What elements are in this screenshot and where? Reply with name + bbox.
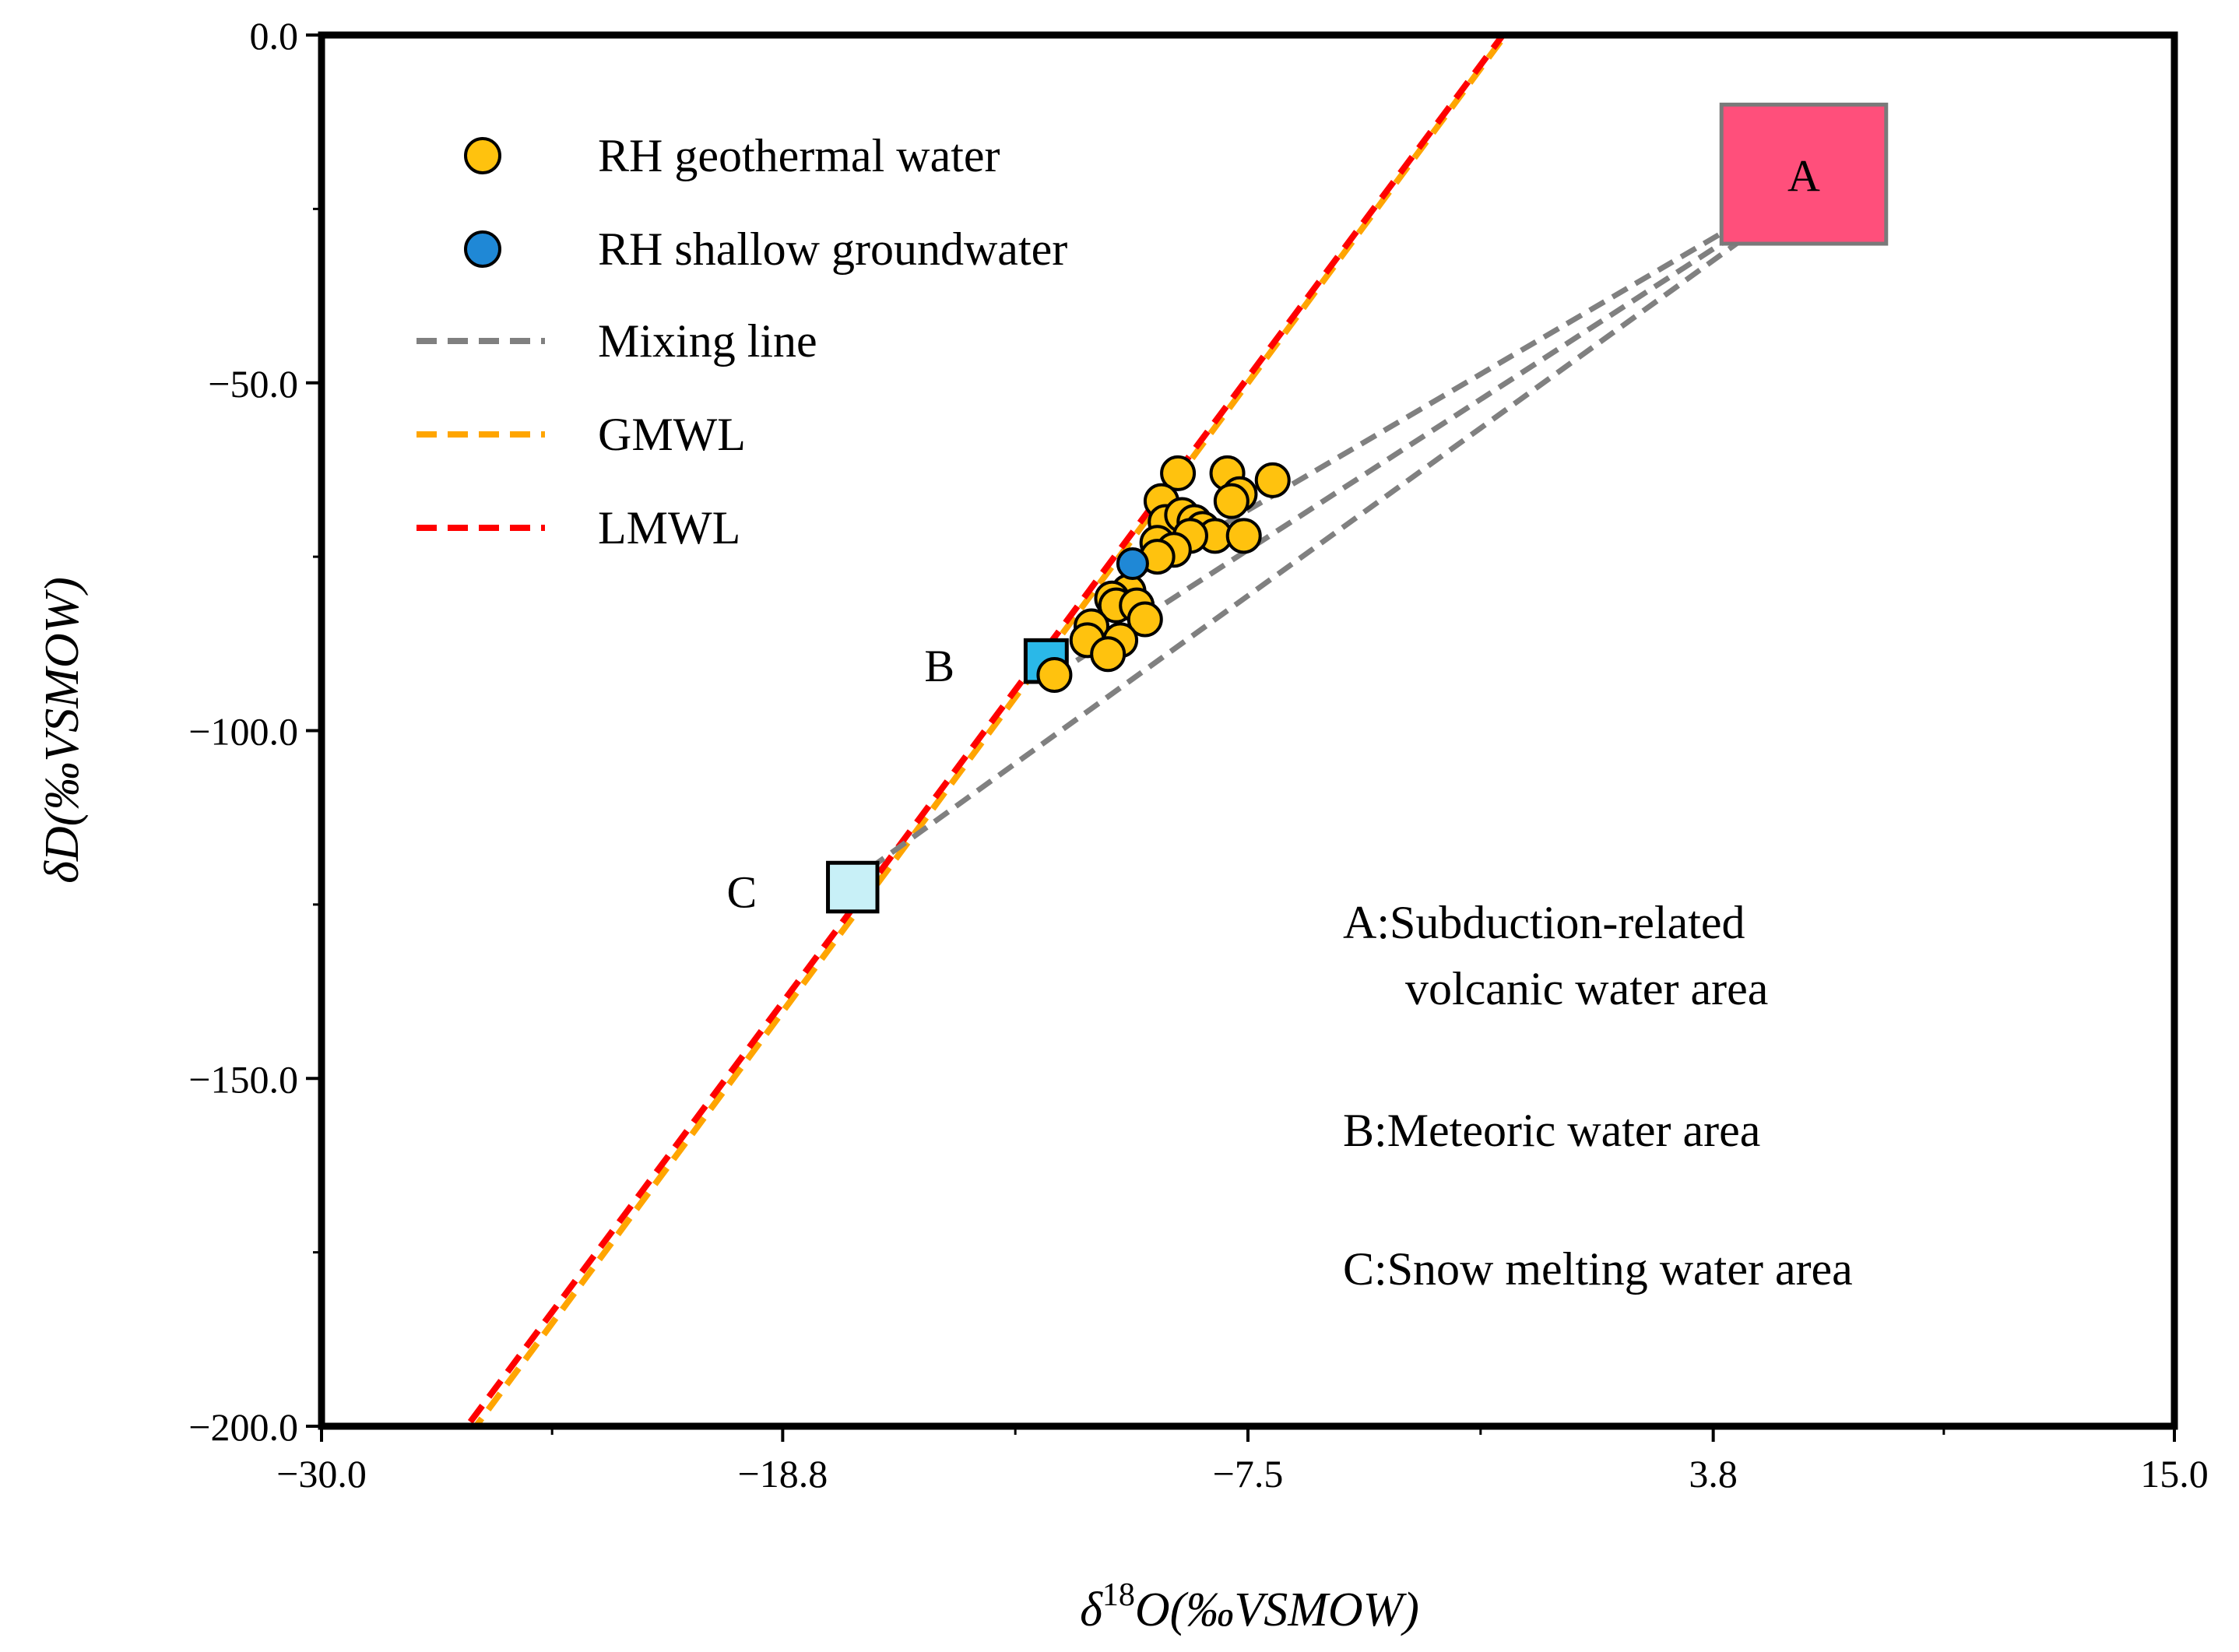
reference-lines [462,35,1510,1426]
region-annotations: A:Subduction-related volcanic water area… [1343,897,1853,1295]
data-points [1036,455,1291,694]
mixing-lines [846,199,1777,886]
region-c-box [826,860,880,914]
mixing-line-2 [846,213,1777,886]
y-tick-label: 0.0 [250,14,299,58]
geothermal-point [1213,483,1250,519]
geothermal-point [1160,455,1197,491]
x-tick-label: −18.8 [738,1452,828,1496]
x-axis-title: δ18O(‰VSMOW) [1080,1577,1419,1636]
axis-ticks: −30.0 −18.8 −7.5 3.8 15.0 0.0 −50.0 −100.0 −150.… [188,14,2208,1496]
x-tick-label: −30.0 [276,1452,367,1496]
legend-label-geothermal: RH geothermal water [598,130,1000,181]
annotation-c: C:Snow melting water area [1343,1243,1853,1295]
annotation-b: B:Meteoric water area [1343,1105,1760,1156]
y-axis-title: δD(‰VSMOW) [36,577,89,884]
geothermal-point [1036,657,1073,694]
geothermal-point [1254,462,1291,498]
legend: RH geothermal water RH shallow groundwat… [417,130,1067,554]
region-b-label: B [924,641,954,691]
legend-label-shallow: RH shallow groundwater [598,223,1067,275]
legend-marker-geothermal [464,137,501,174]
annotation-a-line2: volcanic water area [1405,963,1768,1014]
y-tick-label: −200.0 [188,1405,298,1449]
geothermal-point [1225,518,1262,554]
x-tick-label: 3.8 [1689,1452,1738,1496]
y-tick-label: −50.0 [208,362,298,406]
legend-label-mixing: Mixing line [598,315,817,367]
shallow-point [1116,547,1149,581]
y-tick-label: −100.0 [188,710,298,754]
x-tick-label: −7.5 [1213,1452,1284,1496]
geothermal-point [1127,601,1163,638]
mixing-line-1 [1131,199,1777,580]
region-c-label: C [727,867,757,918]
y-tick-label: −150.0 [188,1057,298,1101]
gmwl-line [472,35,1510,1426]
source-regions: A B C [727,102,1889,918]
x-tick-label: 15.0 [2140,1452,2209,1496]
legend-label-lmwl: LMWL [598,502,740,554]
geothermal-point [1090,636,1127,673]
region-a-box [1719,102,1889,246]
legend-marker-shallow [464,230,501,268]
annotation-a-line1: A:Subduction-related [1343,897,1745,948]
mixing-line-3 [1053,206,1777,677]
region-a-label: A [1787,151,1820,202]
lmwl-line [462,35,1507,1426]
legend-label-gmwl: GMWL [598,409,746,460]
